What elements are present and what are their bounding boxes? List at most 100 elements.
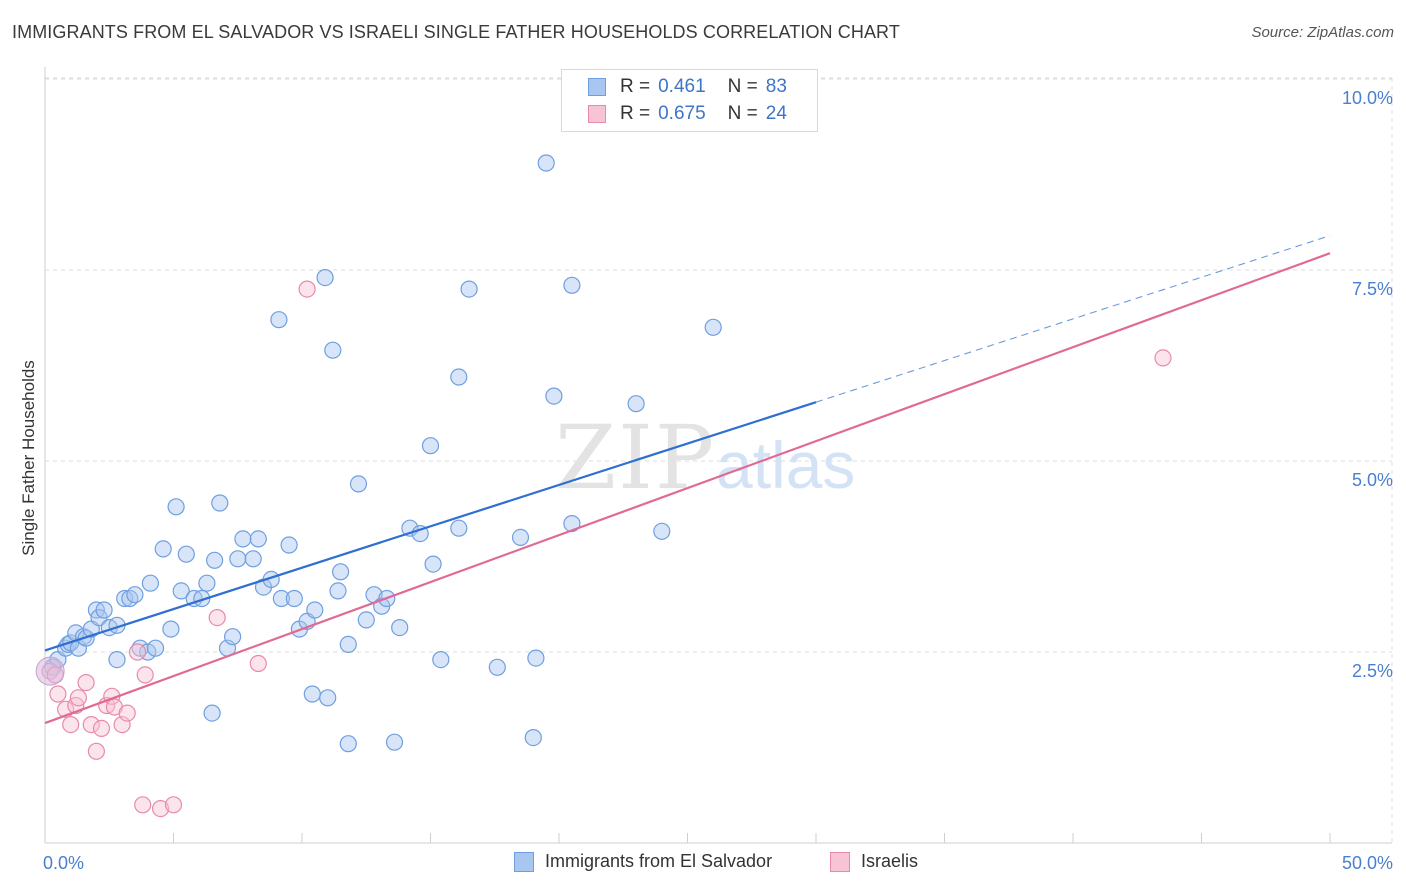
el-salvador-point-51	[319, 689, 337, 707]
el-salvador-point-77	[545, 387, 563, 405]
israelis-point-6	[69, 689, 88, 707]
israelis-point-23	[298, 280, 316, 298]
israelis-point-19	[152, 799, 170, 818]
source-label: Source: ZipAtlas.com	[1251, 24, 1394, 41]
watermark-atlas: atlas	[716, 428, 855, 502]
el-salvador-point-16	[116, 589, 134, 608]
el-salvador-point-22	[146, 639, 165, 657]
israelis-point-2	[49, 685, 67, 703]
el-salvador-point-74	[524, 728, 542, 747]
el-salvador-point-49	[303, 685, 321, 703]
legend-n-value: 83	[765, 76, 787, 97]
legend-r-label: R =	[620, 103, 651, 124]
trend-line-el-salvador-extension	[815, 235, 1331, 403]
el-salvador-point-63	[391, 618, 409, 637]
israelis-point-18	[136, 666, 154, 684]
el-salvador-point-70	[450, 519, 468, 537]
el-salvador-point-43	[272, 589, 290, 608]
el-salvador-point-68	[432, 650, 450, 669]
el-salvador-point-15	[108, 650, 126, 669]
legend-label-el-salvador: Immigrants from El Salvador	[545, 851, 773, 871]
el-salvador-point-48	[306, 601, 324, 619]
israelis-point-17	[134, 796, 152, 814]
israelis-point-24	[1154, 349, 1172, 367]
el-salvador-point-55	[339, 635, 357, 654]
el-salvador-point-73	[511, 528, 530, 547]
trend-line-el-salvador	[44, 401, 817, 652]
israelis-point-10	[92, 719, 111, 738]
el-salvador-point-33	[211, 494, 229, 512]
el-salvador-point-78	[563, 514, 581, 533]
el-salvador-point-25	[167, 498, 185, 516]
el-salvador-point-44	[280, 536, 298, 554]
el-salvador-point-72	[488, 658, 506, 676]
el-salvador-point-18	[126, 586, 144, 604]
legend-label-israelis: Israelis	[861, 851, 919, 871]
legend-n-label: N =	[727, 103, 758, 124]
el-salvador-point-79	[563, 276, 581, 294]
el-salvador-point-67	[424, 555, 442, 573]
el-salvador-point-12	[95, 601, 113, 619]
tick-labels: 2.5% 5.0% 7.5% 10.0% 0.0% 50.0%	[43, 88, 1393, 873]
el-salvador-point-66	[421, 437, 440, 455]
chart-title: IMMIGRANTS FROM EL SALVADOR VS ISRAELI S…	[12, 22, 900, 42]
series-israelis-points	[35, 280, 1172, 818]
el-salvador-point-45	[285, 589, 303, 608]
israelis-point-21	[208, 608, 226, 627]
el-salvador-point-35	[224, 628, 242, 646]
israelis-point-15	[118, 704, 136, 722]
el-salvador-point-32	[206, 551, 224, 569]
el-salvador-point-52	[324, 341, 342, 359]
el-salvador-point-26	[172, 582, 190, 600]
israelis-point-16	[128, 643, 147, 661]
legend-item-israelis: Israelis	[830, 851, 918, 872]
trend-lines	[44, 235, 1331, 725]
legend-row-pink: R = 0.675 N = 24	[588, 102, 787, 126]
el-salvador-point-36	[229, 550, 247, 568]
israelis-point-22	[249, 654, 267, 673]
israelis-point-8	[82, 715, 100, 734]
el-salvador-point-80	[627, 395, 645, 413]
el-salvador-point-65	[411, 524, 429, 543]
el-salvador-point-39	[249, 530, 267, 548]
legend-n-label: N =	[727, 76, 758, 97]
el-salvador-point-57	[349, 475, 368, 493]
y-tick-label-1: 5.0%	[1352, 470, 1393, 490]
y-tick-label-3: 10.0%	[1342, 88, 1393, 108]
legend-r-label: R =	[620, 76, 651, 97]
legend-swatch-israelis	[830, 851, 850, 872]
el-salvador-point-42	[270, 311, 288, 329]
watermark: ZIP atlas	[555, 406, 855, 509]
legend-r-value: 0.461	[658, 76, 706, 97]
legend-item-el-salvador: Immigrants from El Salvador	[514, 851, 772, 872]
el-salvador-point-76	[537, 154, 555, 172]
el-salvador-point-37	[234, 530, 252, 548]
legend-swatch-pink	[588, 105, 606, 123]
el-salvador-point-30	[198, 574, 216, 592]
y-axis-title: Single Father Households	[19, 360, 38, 556]
el-salvador-point-27	[177, 545, 195, 563]
el-salvador-point-71	[460, 280, 478, 298]
watermark-zip: ZIP	[555, 406, 716, 509]
legend-r-value: 0.675	[658, 103, 706, 124]
trend-line-israelis	[44, 252, 1331, 725]
legend-row-blue: R = 0.461 N = 83	[588, 75, 787, 99]
israelis-point-7	[77, 673, 95, 692]
legend-swatch-blue	[588, 78, 606, 96]
overlap-cluster-point	[35, 656, 65, 686]
israelis-point-4	[62, 715, 80, 734]
israelis-point-20	[164, 796, 183, 814]
el-salvador-point-56	[339, 735, 357, 753]
el-salvador-point-31	[203, 704, 221, 722]
el-salvador-point-38	[244, 550, 262, 568]
y-tick-label-2: 7.5%	[1352, 279, 1393, 299]
el-salvador-point-75	[527, 649, 545, 667]
el-salvador-point-24	[162, 620, 180, 638]
correlation-legend: R = 0.461 N = 83 R = 0.675 N = 24	[561, 69, 818, 132]
axes	[44, 67, 1392, 844]
el-salvador-point-21	[141, 574, 159, 592]
y-tick-label-0: 2.5%	[1352, 661, 1393, 681]
el-salvador-point-69	[450, 368, 468, 386]
el-salvador-point-54	[329, 582, 347, 600]
